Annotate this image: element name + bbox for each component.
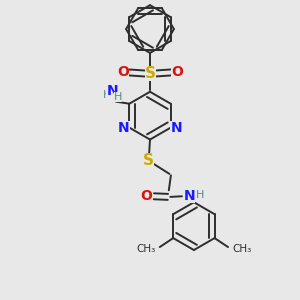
Text: N: N xyxy=(184,189,195,203)
Text: CH₃: CH₃ xyxy=(136,244,155,254)
Text: S: S xyxy=(145,66,155,81)
Text: H: H xyxy=(196,190,204,200)
Text: O: O xyxy=(140,189,152,203)
Text: S: S xyxy=(143,153,154,168)
Text: N: N xyxy=(170,121,182,135)
Text: H: H xyxy=(114,92,122,102)
Text: O: O xyxy=(171,65,183,80)
Text: O: O xyxy=(117,65,129,80)
Text: H: H xyxy=(103,90,111,100)
Text: N: N xyxy=(106,84,118,98)
Text: CH₃: CH₃ xyxy=(232,244,252,254)
Text: N: N xyxy=(118,121,130,135)
